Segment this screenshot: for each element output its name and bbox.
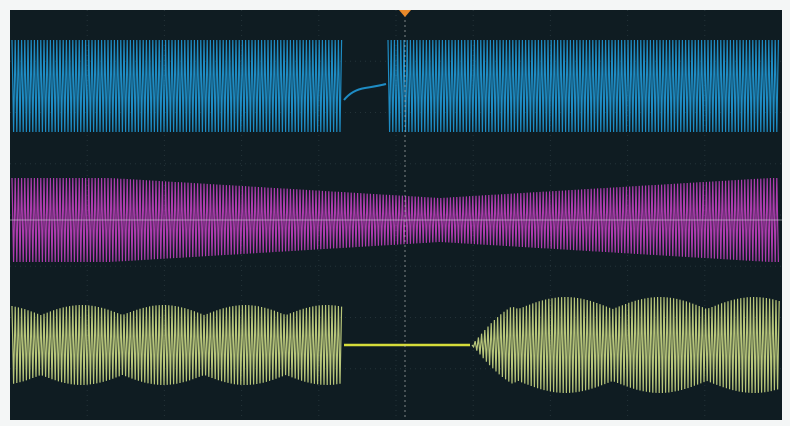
channel-1-trace	[11, 39, 343, 133]
channel-1-gap-curve	[343, 83, 387, 101]
trigger-marker	[399, 10, 411, 17]
channel-3-trace	[471, 296, 780, 394]
channel-3-trace	[11, 304, 343, 386]
channel-1-trace	[387, 39, 779, 133]
